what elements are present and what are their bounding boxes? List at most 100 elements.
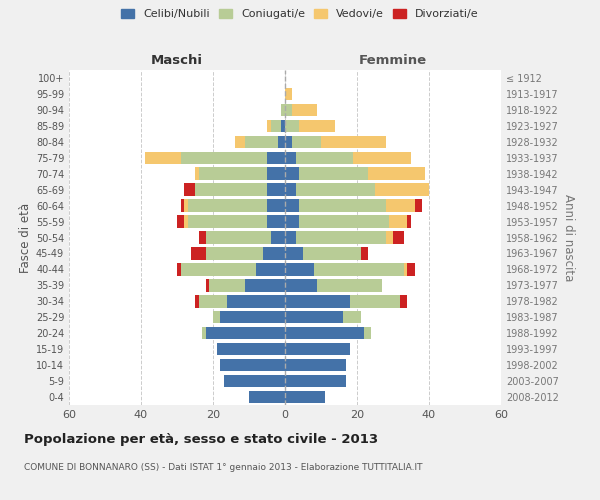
- Bar: [285, 359, 346, 372]
- Bar: [199, 168, 267, 180]
- Bar: [267, 216, 285, 228]
- Bar: [292, 136, 321, 148]
- Bar: [184, 200, 188, 212]
- Bar: [389, 216, 407, 228]
- Bar: [227, 295, 285, 308]
- Bar: [404, 263, 407, 276]
- Bar: [314, 263, 404, 276]
- Text: Popolazione per età, sesso e stato civile - 2013: Popolazione per età, sesso e stato civil…: [24, 432, 378, 446]
- Bar: [209, 279, 245, 291]
- Bar: [285, 343, 350, 355]
- Bar: [343, 311, 361, 324]
- Bar: [206, 232, 271, 243]
- Bar: [296, 184, 375, 196]
- Bar: [195, 168, 199, 180]
- Legend: Celibi/Nubili, Coniugati/e, Vedovi/e, Divorziati/e: Celibi/Nubili, Coniugati/e, Vedovi/e, Di…: [118, 6, 482, 22]
- Bar: [285, 232, 296, 243]
- Bar: [267, 200, 285, 212]
- Bar: [285, 279, 317, 291]
- Bar: [400, 295, 407, 308]
- Bar: [177, 216, 184, 228]
- Bar: [361, 247, 368, 260]
- Bar: [206, 247, 263, 260]
- Bar: [267, 120, 271, 132]
- Bar: [267, 152, 285, 164]
- Bar: [415, 200, 422, 212]
- Bar: [386, 200, 415, 212]
- Y-axis label: Fasce di età: Fasce di età: [19, 202, 32, 272]
- Text: Maschi: Maschi: [151, 54, 203, 67]
- Bar: [285, 152, 296, 164]
- Bar: [267, 168, 285, 180]
- Bar: [191, 247, 206, 260]
- Bar: [364, 327, 371, 340]
- Bar: [220, 359, 285, 372]
- Bar: [386, 232, 393, 243]
- Bar: [224, 375, 285, 388]
- Bar: [271, 120, 281, 132]
- Bar: [206, 279, 209, 291]
- Bar: [271, 232, 285, 243]
- Text: Femmine: Femmine: [359, 54, 427, 67]
- Bar: [292, 104, 317, 116]
- Bar: [281, 120, 285, 132]
- Bar: [249, 391, 285, 403]
- Bar: [245, 279, 285, 291]
- Bar: [195, 184, 267, 196]
- Bar: [181, 152, 267, 164]
- Bar: [285, 88, 292, 100]
- Bar: [350, 295, 400, 308]
- Text: COMUNE DI BONNANARO (SS) - Dati ISTAT 1° gennaio 2013 - Elaborazione TUTTITALIA.: COMUNE DI BONNANARO (SS) - Dati ISTAT 1°…: [24, 462, 422, 471]
- Bar: [299, 200, 386, 212]
- Bar: [145, 152, 181, 164]
- Bar: [181, 200, 184, 212]
- Bar: [278, 136, 285, 148]
- Bar: [195, 295, 199, 308]
- Bar: [213, 311, 220, 324]
- Bar: [206, 327, 285, 340]
- Bar: [285, 311, 343, 324]
- Bar: [267, 184, 285, 196]
- Bar: [407, 263, 415, 276]
- Bar: [375, 184, 429, 196]
- Bar: [285, 168, 299, 180]
- Bar: [285, 200, 299, 212]
- Bar: [299, 168, 368, 180]
- Bar: [285, 375, 346, 388]
- Bar: [184, 216, 188, 228]
- Bar: [199, 295, 227, 308]
- Bar: [299, 216, 389, 228]
- Bar: [263, 247, 285, 260]
- Bar: [177, 263, 181, 276]
- Y-axis label: Anni di nascita: Anni di nascita: [562, 194, 575, 281]
- Bar: [321, 136, 386, 148]
- Bar: [285, 247, 303, 260]
- Bar: [245, 136, 278, 148]
- Bar: [393, 232, 404, 243]
- Bar: [217, 343, 285, 355]
- Bar: [303, 247, 361, 260]
- Bar: [285, 184, 296, 196]
- Bar: [317, 279, 382, 291]
- Bar: [199, 232, 206, 243]
- Bar: [281, 104, 285, 116]
- Bar: [184, 184, 195, 196]
- Bar: [285, 216, 299, 228]
- Bar: [368, 168, 425, 180]
- Bar: [202, 327, 206, 340]
- Bar: [285, 120, 299, 132]
- Bar: [285, 295, 350, 308]
- Bar: [235, 136, 245, 148]
- Bar: [296, 232, 386, 243]
- Bar: [181, 263, 256, 276]
- Bar: [407, 216, 411, 228]
- Bar: [285, 104, 292, 116]
- Bar: [220, 311, 285, 324]
- Bar: [285, 263, 314, 276]
- Bar: [256, 263, 285, 276]
- Bar: [285, 391, 325, 403]
- Bar: [188, 216, 267, 228]
- Bar: [296, 152, 353, 164]
- Bar: [188, 200, 267, 212]
- Bar: [299, 120, 335, 132]
